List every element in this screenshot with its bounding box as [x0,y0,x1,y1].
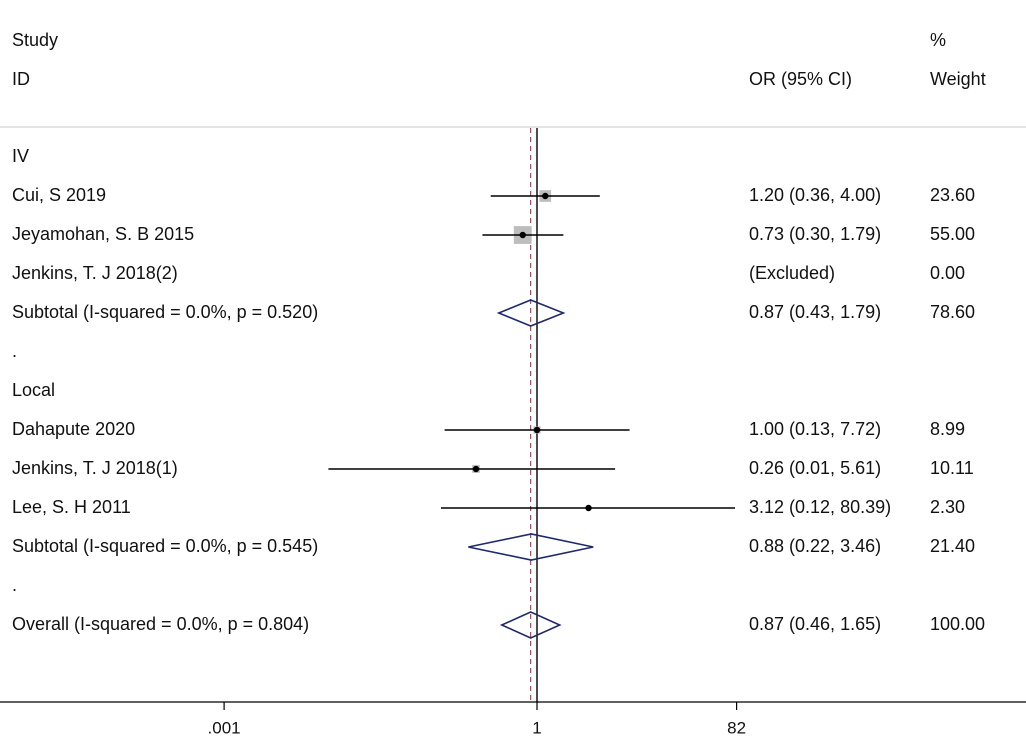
ci-value: 0.87 (0.43, 1.79) [749,302,881,322]
weight-value: 100.00 [930,614,985,634]
weight-value: 8.99 [930,419,965,439]
point-estimate [585,504,592,512]
study-label: Jeyamohan, S. B 2015 [12,224,194,244]
overall-diamond [499,611,562,639]
ci-value: 3.12 (0.12, 80.39) [749,497,891,517]
weight-value: 78.60 [930,302,975,322]
header-id: ID [12,69,30,89]
weight-value: 2.30 [930,497,965,517]
header-weight: Weight [930,69,986,89]
header-or-ci: OR (95% CI) [749,69,852,89]
point-estimate [533,426,541,434]
point-estimate [519,231,526,239]
ci-value: 1.20 (0.36, 4.00) [749,185,881,205]
row-study: Lee, S. H 2011 3.12 (0.12, 80.39) 2.30 [12,497,965,517]
weight-value: 21.40 [930,536,975,556]
ci-value: (Excluded) [749,263,835,283]
rows-layer: IV Cui, S 2019 1.20 (0.36, 4.00) 23.60 Jeyam… [12,146,985,639]
weight-value: 55.00 [930,224,975,244]
row-group: Local [12,380,55,400]
point-estimate [542,192,549,200]
weight-value: 23.60 [930,185,975,205]
study-label: Jenkins, T. J 2018(1) [12,458,178,478]
plot-layer [530,128,538,702]
x-axis: .001 1 82 [0,701,1026,737]
header-study: Study [12,30,58,50]
row-study: Dahapute 2020 1.00 (0.13, 7.72) 8.99 [12,419,965,439]
weight-value: 0.00 [930,263,965,283]
subtotal-diamond [496,299,566,327]
x-tick-label: 82 [727,718,746,737]
row-subtotal: Subtotal (I-squared = 0.0%, p = 0.520) 0.… [12,299,975,327]
row-excluded: Jenkins, T. J 2018(2) (Excluded) 0.00 [12,263,965,283]
row-study: Jenkins, T. J 2018(1) 0.26 (0.01, 5.61) 10… [12,458,974,478]
study-label: Subtotal (I-squared = 0.0%, p = 0.520) [12,302,318,322]
row-subtotal: Subtotal (I-squared = 0.0%, p = 0.545) 0.… [12,533,975,561]
point-estimate [472,465,480,473]
spacer-dot: . [12,341,17,361]
ci-value: 0.87 (0.46, 1.65) [749,614,881,634]
study-label: Dahapute 2020 [12,419,135,439]
group-label: IV [12,146,29,166]
study-label: Subtotal (I-squared = 0.0%, p = 0.545) [12,536,318,556]
weight-value: 10.11 [930,458,974,478]
header-percent: % [930,30,946,50]
ci-value: 1.00 (0.13, 7.72) [749,419,881,439]
row-spacer: . [12,341,17,361]
row-group: IV [12,146,29,166]
row-spacer: . [12,575,17,595]
study-label: Lee, S. H 2011 [12,497,131,517]
row-study: Jeyamohan, S. B 2015 0.73 (0.30, 1.79) 55.… [12,224,975,244]
x-tick-label: 1 [532,718,541,737]
subtotal-diamond [468,533,594,561]
spacer-dot: . [12,575,17,595]
group-label: Local [12,380,55,400]
ci-value: 0.88 (0.22, 3.46) [749,536,881,556]
row-study: Cui, S 2019 1.20 (0.36, 4.00) 23.60 [12,185,975,205]
study-label: Cui, S 2019 [12,185,106,205]
ci-value: 0.26 (0.01, 5.61) [749,458,881,478]
ci-value: 0.73 (0.30, 1.79) [749,224,881,244]
x-tick-label: .001 [208,718,241,737]
row-overall: Overall (I-squared = 0.0%, p = 0.804) 0.8… [12,611,985,639]
study-label: Jenkins, T. J 2018(2) [12,263,178,283]
study-label: Overall (I-squared = 0.0%, p = 0.804) [12,614,309,634]
